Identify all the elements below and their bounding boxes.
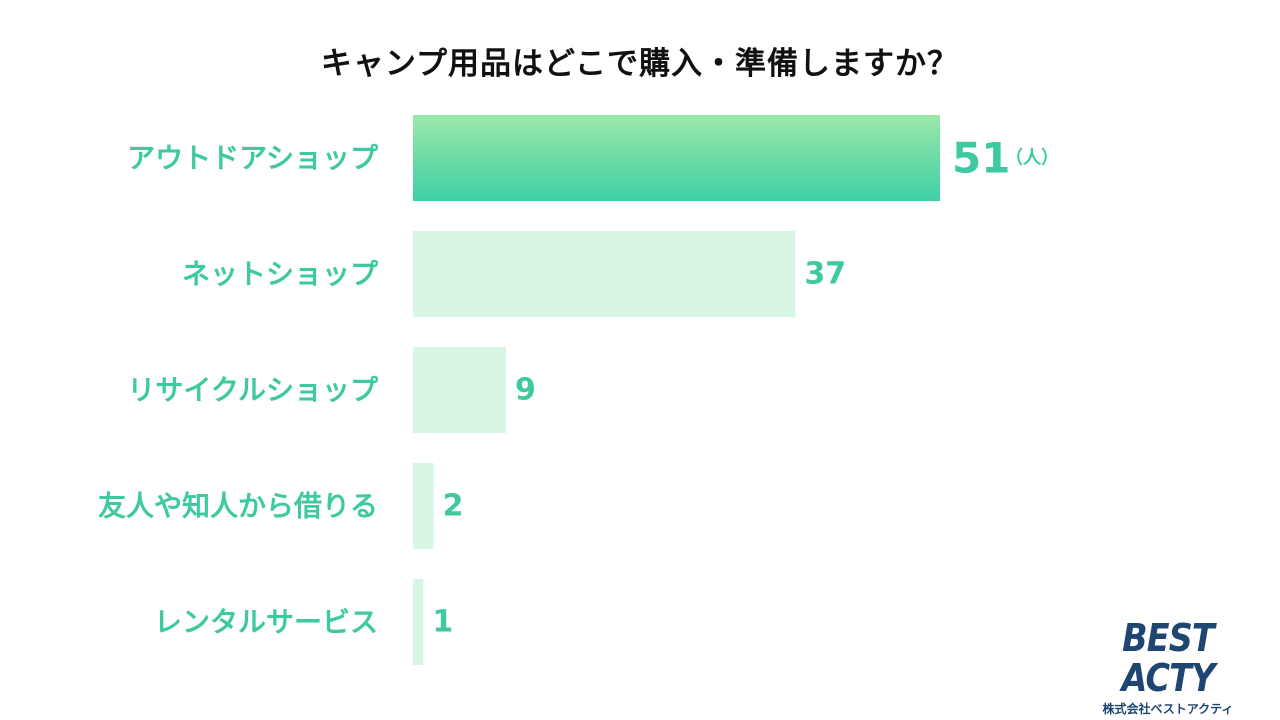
brand-subtitle: 株式会社ベストアクティ	[1102, 702, 1234, 716]
value-label-4: 2	[443, 489, 464, 524]
category-label-1: アウトドアショップ	[127, 142, 379, 175]
brand-logo: BEST ACTY 株式会社ベストアクティ	[1072, 618, 1264, 717]
category-label-3: リサイクルショップ	[127, 374, 379, 407]
bar-2	[413, 231, 796, 317]
bar-1	[413, 115, 940, 201]
value-label-5: 1	[432, 605, 453, 640]
category-label-2: ネットショップ	[182, 258, 379, 291]
bar-5	[413, 579, 424, 665]
value-label-1: 51	[952, 134, 1010, 183]
chart-title: キャンプ用品はどこで購入・準備しますか？	[320, 46, 960, 82]
bar-3	[413, 347, 506, 433]
category-label-5: レンタルサービス	[154, 606, 378, 639]
brand-name: BEST ACTY	[1121, 616, 1216, 700]
unit-label: （人）	[1005, 148, 1059, 169]
value-label-3: 9	[515, 373, 536, 408]
bar-4	[413, 463, 434, 549]
category-label-4: 友人や知人から借りる	[98, 490, 378, 523]
value-label-2: 37	[804, 257, 846, 292]
